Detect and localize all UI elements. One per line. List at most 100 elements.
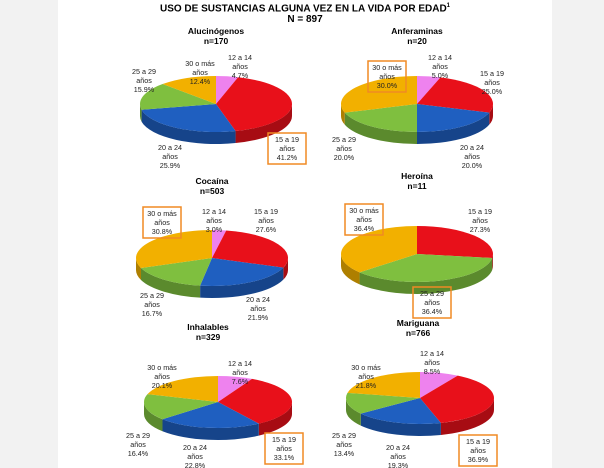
pie-slice-15-a-19-anos: [420, 375, 495, 423]
slice-value-label: 20.1%: [152, 381, 173, 390]
pie-slice-30-o-mas-anos: [341, 76, 417, 113]
slice-value-label: 27.3%: [470, 225, 491, 234]
pie-side-25-a-29-anos: [344, 112, 417, 144]
slice-category-label: 30 o más: [351, 363, 381, 372]
pie-slice-30-o-mas-anos: [162, 76, 216, 104]
slice-category-label: 30 o más: [372, 63, 402, 72]
slice-value-label: 21.9%: [248, 313, 269, 322]
slice-value-label: 20.0%: [334, 153, 355, 162]
chart-title: Cocaína: [195, 176, 228, 186]
chart-sample-size: n=329: [196, 332, 221, 342]
slice-category-label: 30 o más: [349, 206, 379, 215]
pie-slice-12-a-14-anos: [417, 76, 441, 104]
slice-category-label: años: [390, 452, 406, 461]
slice-value-label: 25.0%: [482, 87, 503, 96]
slice-category-label: 30 o más: [147, 209, 177, 218]
slice-category-label: 25 a 29: [140, 291, 164, 300]
pie-side-30-o-mas-anos: [341, 104, 345, 125]
footnote-marker: 1: [446, 3, 451, 9]
highlight-box: [367, 60, 407, 93]
pie-side-20-a-24-anos: [141, 109, 236, 144]
slice-category-label: años: [232, 368, 248, 377]
slice-category-label: 25 a 29: [332, 431, 356, 440]
pie-slice-15-a-19-anos: [417, 226, 494, 258]
slice-value-label: 19.3%: [388, 461, 409, 468]
pie-side-15-a-19-anos: [283, 258, 288, 280]
slice-category-label: 20 a 24: [183, 443, 207, 452]
slice-category-label: 25 a 29: [132, 67, 156, 76]
slice-value-label: 27.6%: [256, 225, 277, 234]
slice-category-label: años: [162, 152, 178, 161]
chart-title: Anferaminas: [391, 26, 443, 36]
pie-slice-15-a-19-anos: [218, 378, 293, 424]
slice-category-label: 15 a 19: [254, 207, 278, 216]
page-title-text: USO DE SUSTANCIAS ALGUNA VEZ EN LA VIDA …: [159, 3, 447, 15]
slice-category-label: años: [276, 444, 292, 453]
page-margin-right: [552, 0, 604, 468]
pie-slice-12-a-14-anos: [218, 376, 253, 402]
pie-slice-12-a-14-anos: [212, 230, 227, 258]
slice-value-label: 15.9%: [134, 85, 155, 94]
pie-side-25-a-29-anos: [346, 398, 361, 426]
slice-category-label: años: [192, 68, 208, 77]
chart-sample-size: n=503: [200, 186, 225, 196]
slice-category-label: 15 a 19: [480, 69, 504, 78]
slice-category-label: años: [187, 452, 203, 461]
pie-slice-20-a-24-anos: [200, 258, 284, 286]
slice-value-label: 25.9%: [160, 161, 181, 170]
slice-category-label: 20 a 24: [386, 443, 410, 452]
pie-side-15-a-19-anos: [440, 398, 494, 435]
slice-category-label: años: [356, 215, 372, 224]
slice-value-label: 36.9%: [468, 455, 489, 464]
slice-category-label: años: [432, 62, 448, 71]
slice-value-label: 4.7%: [232, 71, 249, 80]
pie-slice-25-a-29-anos: [140, 84, 216, 110]
slice-category-label: años: [136, 76, 152, 85]
slice-category-label: 15 a 19: [466, 437, 490, 446]
pie-slice-30-o-mas-anos: [136, 230, 212, 268]
slice-value-label: 30.0%: [377, 81, 398, 90]
slice-category-label: años: [279, 144, 295, 153]
slice-category-label: 15 a 19: [275, 135, 299, 144]
highlight-box: [458, 434, 498, 467]
pie-side-25-a-29-anos: [140, 267, 201, 298]
chart-title: Alucinógenos: [188, 26, 244, 36]
pie-side-25-a-29-anos: [144, 402, 163, 432]
pie-side-20-a-24-anos: [360, 413, 441, 436]
slice-category-label: 12 a 14: [228, 359, 252, 368]
slice-category-label: 20 a 24: [246, 295, 270, 304]
slice-category-label: años: [258, 216, 274, 225]
pie-slice-30-o-mas-anos: [147, 376, 218, 402]
slice-value-label: 33.1%: [274, 453, 295, 462]
slice-category-label: 12 a 14: [202, 207, 226, 216]
slice-category-label: 25 a 29: [126, 431, 150, 440]
slice-value-label: 16.7%: [142, 309, 163, 318]
chart-title: Mariguana: [397, 318, 440, 328]
pie-slice-12-a-14-anos: [216, 76, 239, 104]
pie-side-20-a-24-anos: [417, 112, 490, 144]
highlight-box: [267, 132, 307, 165]
slice-category-label: 12 a 14: [228, 53, 252, 62]
chart-sample-size: n=766: [406, 328, 431, 338]
pie-slice-25-a-29-anos: [344, 104, 417, 132]
slice-value-label: 13.4%: [334, 449, 355, 458]
slice-category-label: 25 a 29: [332, 135, 356, 144]
